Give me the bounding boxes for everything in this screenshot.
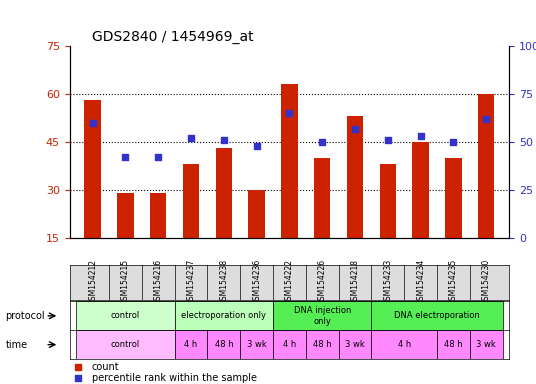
Text: count: count — [92, 362, 120, 372]
Bar — [281, 84, 297, 238]
Text: GDS2840 / 1454969_at: GDS2840 / 1454969_at — [92, 30, 254, 44]
Bar — [183, 164, 199, 238]
Text: GSM154215: GSM154215 — [121, 259, 130, 305]
Text: 48 h: 48 h — [214, 340, 233, 349]
Text: GSM154238: GSM154238 — [219, 259, 228, 305]
Bar — [215, 149, 232, 238]
Bar — [207, 330, 240, 359]
Bar — [412, 142, 429, 238]
Text: DNA injection
only: DNA injection only — [294, 306, 351, 326]
Point — [285, 110, 294, 116]
Text: GSM154216: GSM154216 — [154, 259, 163, 305]
Bar — [437, 330, 470, 359]
Bar — [273, 301, 371, 330]
Point — [88, 120, 97, 126]
Bar — [240, 330, 273, 359]
Bar — [445, 158, 461, 238]
Bar — [339, 330, 371, 359]
Bar — [371, 330, 437, 359]
Text: GSM154218: GSM154218 — [351, 259, 360, 305]
Bar — [470, 330, 503, 359]
Point — [482, 116, 490, 122]
Bar — [347, 116, 363, 238]
Text: control: control — [111, 311, 140, 320]
Text: protocol: protocol — [5, 311, 45, 321]
Point — [187, 135, 195, 141]
Bar — [314, 158, 330, 238]
Bar — [379, 164, 396, 238]
Bar — [175, 330, 207, 359]
Text: GSM154234: GSM154234 — [416, 259, 425, 305]
Bar — [76, 301, 175, 330]
Text: GSM154235: GSM154235 — [449, 259, 458, 305]
Point — [318, 139, 326, 145]
Bar — [175, 301, 273, 330]
Bar — [85, 101, 101, 238]
Text: 48 h: 48 h — [444, 340, 463, 349]
Bar — [150, 193, 167, 238]
Text: GSM154212: GSM154212 — [88, 259, 97, 305]
Text: 3 wk: 3 wk — [247, 340, 266, 349]
Text: 4 h: 4 h — [398, 340, 411, 349]
Text: 4 h: 4 h — [184, 340, 198, 349]
Bar — [117, 193, 133, 238]
Bar — [306, 330, 339, 359]
Text: time: time — [5, 340, 27, 350]
Point — [74, 364, 83, 370]
Text: GSM154233: GSM154233 — [383, 259, 392, 305]
Text: 48 h: 48 h — [313, 340, 332, 349]
Bar — [371, 301, 503, 330]
Bar — [478, 94, 494, 238]
Point — [252, 143, 261, 149]
Text: GSM154230: GSM154230 — [482, 259, 491, 305]
Point — [220, 137, 228, 143]
Text: 3 wk: 3 wk — [477, 340, 496, 349]
Point — [154, 154, 162, 161]
Text: 3 wk: 3 wk — [345, 340, 365, 349]
Text: DNA electroporation: DNA electroporation — [394, 311, 480, 320]
Text: GSM154237: GSM154237 — [187, 259, 196, 305]
Text: control: control — [111, 340, 140, 349]
Text: percentile rank within the sample: percentile rank within the sample — [92, 373, 257, 383]
Point — [74, 375, 83, 381]
Text: 4 h: 4 h — [283, 340, 296, 349]
Point — [384, 137, 392, 143]
Bar — [76, 330, 175, 359]
Point — [351, 126, 359, 132]
Bar — [273, 330, 306, 359]
Point — [449, 139, 458, 145]
Text: GSM154226: GSM154226 — [318, 259, 327, 305]
Point — [416, 133, 425, 139]
Bar — [249, 190, 265, 238]
Text: GSM154222: GSM154222 — [285, 259, 294, 305]
Point — [121, 154, 130, 161]
Text: electroporation only: electroporation only — [181, 311, 266, 320]
Text: GSM154236: GSM154236 — [252, 259, 261, 305]
